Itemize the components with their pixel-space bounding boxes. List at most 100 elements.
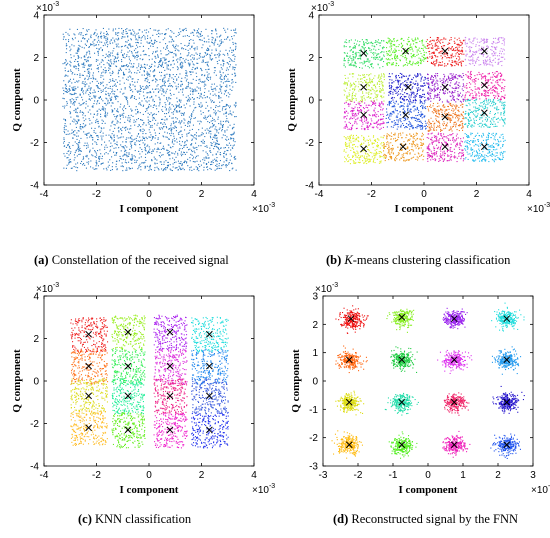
scatter-point xyxy=(162,88,164,90)
scatter-point xyxy=(189,169,191,171)
scatter-point xyxy=(426,39,428,41)
scatter-point xyxy=(367,126,369,128)
scatter-point xyxy=(227,54,229,56)
scatter-point xyxy=(113,60,115,62)
scatter-point xyxy=(207,61,209,63)
scatter-point xyxy=(90,37,92,39)
scatter-point xyxy=(408,47,410,49)
scatter-point xyxy=(349,89,351,91)
scatter-point xyxy=(135,42,137,44)
scatter-point xyxy=(213,67,215,69)
scatter-point xyxy=(207,154,209,156)
scatter-point xyxy=(488,95,490,97)
scatter-point xyxy=(67,145,69,147)
scatter-point xyxy=(502,96,504,98)
scatter-point xyxy=(378,48,380,50)
scatter-point xyxy=(125,65,127,67)
cluster-8 xyxy=(343,100,385,131)
scatter-point xyxy=(98,159,100,161)
scatter-point xyxy=(374,42,376,44)
scatter-point xyxy=(388,85,390,87)
scatter-point xyxy=(181,47,183,49)
scatter-point xyxy=(208,38,210,40)
scatter-point xyxy=(76,61,78,63)
scatter-point xyxy=(374,52,376,54)
scatter-point xyxy=(125,126,127,128)
scatter-point xyxy=(202,133,204,135)
scatter-point xyxy=(144,64,146,66)
scatter-point xyxy=(89,72,91,74)
scatter-point xyxy=(78,140,80,142)
scatter-point xyxy=(497,74,499,76)
scatter-point xyxy=(224,109,226,111)
scatter-point xyxy=(389,51,391,53)
scatter-point xyxy=(202,44,204,46)
scatter-point xyxy=(227,52,229,54)
scatter-point xyxy=(378,80,380,82)
scatter-point xyxy=(139,102,141,104)
scatter-point xyxy=(359,75,361,77)
scatter-point xyxy=(169,75,171,77)
scatter-point xyxy=(75,99,77,101)
scatter-point xyxy=(132,45,134,47)
scatter-point xyxy=(459,95,461,97)
scatter-point xyxy=(462,51,464,53)
scatter-point xyxy=(422,85,424,87)
data-points xyxy=(62,27,237,172)
scatter-point xyxy=(77,107,79,109)
scatter-point xyxy=(81,74,83,76)
scatter-point xyxy=(232,167,234,169)
scatter-point xyxy=(107,55,109,57)
scatter-point xyxy=(423,100,425,102)
scatter-point xyxy=(125,33,127,35)
scatter-point xyxy=(193,54,195,56)
scatter-point xyxy=(425,58,427,60)
scatter-point xyxy=(157,138,159,140)
scatter-point xyxy=(129,121,131,123)
scatter-point xyxy=(355,99,357,101)
scatter-point xyxy=(414,37,416,39)
scatter-point xyxy=(130,136,132,138)
scatter-point xyxy=(367,89,369,91)
scatter-point xyxy=(214,134,216,136)
scatter-point xyxy=(110,80,112,82)
scatter-point xyxy=(152,113,154,115)
scatter-point xyxy=(146,97,148,99)
scatter-point xyxy=(129,132,131,134)
scatter-point xyxy=(193,64,195,66)
scatter-point xyxy=(454,42,456,44)
scatter-point xyxy=(74,141,76,143)
scatter-point xyxy=(63,93,65,95)
scatter-point xyxy=(362,47,364,49)
scatter-point xyxy=(395,79,397,81)
scatter-point xyxy=(94,127,96,129)
scatter-point xyxy=(430,78,432,80)
scatter-point xyxy=(75,111,77,113)
scatter-point xyxy=(352,51,354,53)
scatter-point xyxy=(69,89,71,91)
scatter-point xyxy=(433,39,435,41)
scatter-point xyxy=(205,107,207,109)
scatter-point xyxy=(128,167,130,169)
scatter-point xyxy=(350,84,352,86)
scatter-point xyxy=(194,90,196,92)
scatter-point xyxy=(415,63,417,65)
scatter-point xyxy=(96,154,98,156)
scatter-point xyxy=(188,99,190,101)
scatter-point xyxy=(234,72,236,74)
scatter-point xyxy=(111,145,113,147)
scatter-point xyxy=(121,49,123,51)
scatter-point xyxy=(502,87,504,89)
scatter-point xyxy=(95,156,97,158)
scatter-point xyxy=(135,48,137,50)
scatter-point xyxy=(129,168,131,170)
scatter-point xyxy=(72,89,74,91)
scatter-point xyxy=(468,59,470,61)
scatter-point xyxy=(108,102,110,104)
scatter-point xyxy=(75,126,77,128)
scatter-point xyxy=(175,156,177,158)
scatter-point xyxy=(179,63,181,65)
scatter-point xyxy=(114,116,116,118)
scatter-point xyxy=(108,28,110,30)
scatter-point xyxy=(409,99,411,101)
